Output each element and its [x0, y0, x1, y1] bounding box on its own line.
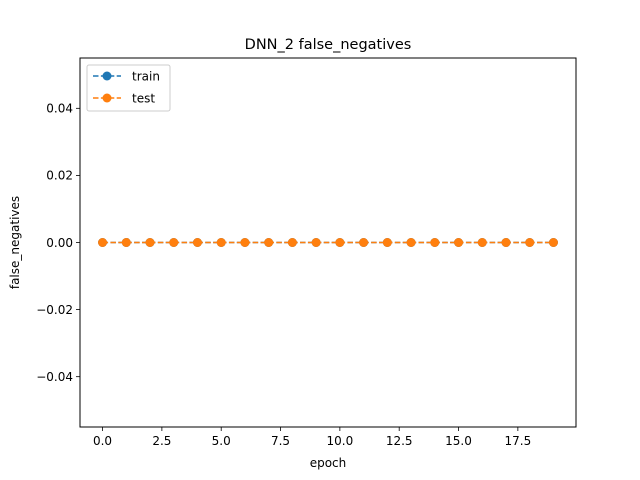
y-tick-label: 0.00: [46, 236, 73, 250]
x-tick-label: 5.0: [212, 434, 231, 448]
x-tick-label: 2.5: [152, 434, 171, 448]
x-axis-ticks: 0.0 2.5 5.0 7.5 10.0 12.5 15.0 17.5: [93, 427, 531, 448]
x-tick-label: 10.0: [327, 434, 354, 448]
data-point-test: [98, 238, 108, 247]
chart-title: DNN_2 false_negatives: [245, 37, 412, 53]
data-point-test: [311, 238, 321, 247]
data-point-test: [548, 238, 558, 247]
y-tick-label: 0.04: [46, 102, 73, 116]
data-point-test: [216, 238, 226, 247]
y-axis-ticks: −0.04 −0.02 0.00 0.02 0.04: [36, 102, 80, 384]
data-point-test: [192, 238, 202, 247]
y-axis-label: false_negatives: [8, 196, 22, 289]
legend-entries: train test: [93, 69, 160, 105]
y-tick-label: −0.04: [36, 370, 73, 384]
data-point-test: [169, 238, 179, 247]
data-point-test: [477, 238, 487, 247]
data-point-test: [454, 238, 464, 247]
legend-marker-test: [102, 93, 112, 103]
y-tick-label: 0.02: [46, 169, 73, 183]
data-point-test: [121, 238, 131, 247]
x-axis-label: epoch: [310, 456, 347, 470]
data-point-test: [406, 238, 416, 247]
y-tick-label: −0.02: [36, 303, 73, 317]
x-tick-label: 12.5: [386, 434, 413, 448]
legend-marker-train: [102, 71, 112, 81]
data-point-test: [382, 238, 392, 247]
data-point-test: [240, 238, 250, 247]
series-layer: [98, 238, 558, 247]
plot-area-frame: [79, 57, 577, 428]
data-point-test: [359, 238, 369, 247]
x-tick-label: 17.5: [504, 434, 531, 448]
data-point-test: [335, 238, 345, 247]
data-point-test: [287, 238, 297, 247]
legend: train test: [86, 64, 171, 112]
data-point-test: [430, 238, 440, 247]
x-tick-label: 0.0: [93, 434, 112, 448]
data-point-test: [145, 238, 155, 247]
x-tick-label: 7.5: [271, 434, 290, 448]
legend-label-train: train: [132, 69, 160, 83]
data-point-test: [264, 238, 274, 247]
data-point-test: [501, 238, 511, 247]
x-tick-label: 15.0: [445, 434, 472, 448]
data-point-test: [525, 238, 535, 247]
legend-label-test: test: [132, 91, 155, 105]
